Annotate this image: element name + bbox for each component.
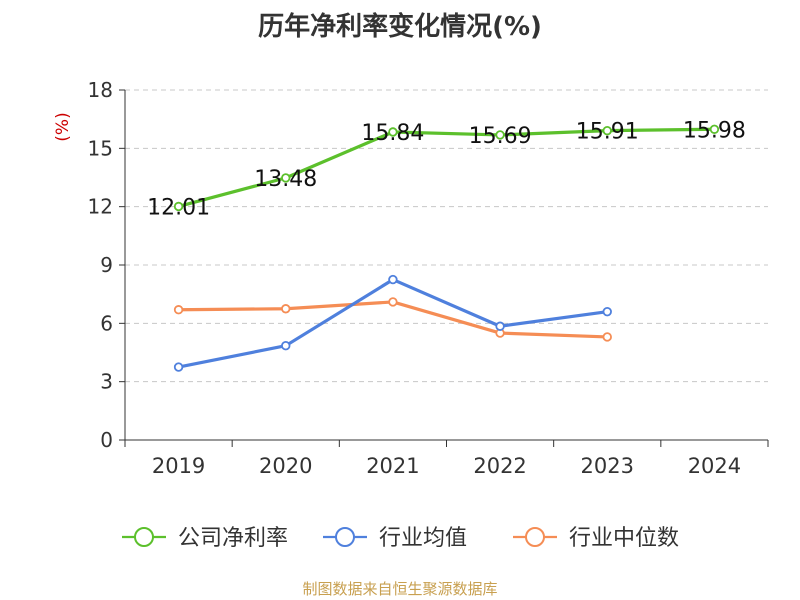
data-point <box>495 130 505 140</box>
legend-swatch-marker <box>335 527 355 547</box>
series-line <box>176 127 717 209</box>
x-tick-label: 2019 <box>152 454 205 478</box>
y-tick-label: 6 <box>100 311 113 335</box>
data-point <box>281 173 291 183</box>
y-tick-label: 9 <box>100 253 113 277</box>
data-label: 15.98 <box>683 118 746 143</box>
legend-swatch-marker <box>134 527 154 547</box>
data-point <box>602 332 612 342</box>
x-tick-label: 2022 <box>473 454 526 478</box>
x-tick-label: 2023 <box>581 454 634 478</box>
data-source-note: 制图数据来自恒生聚源数据库 <box>302 580 498 598</box>
data-point <box>281 304 291 314</box>
data-label: 12.01 <box>147 195 210 220</box>
data-label: 15.91 <box>576 120 639 145</box>
legend-label: 行业中位数 <box>569 526 679 551</box>
data-point <box>388 127 398 137</box>
data-point <box>281 340 291 351</box>
y-tick-label: 3 <box>100 370 113 394</box>
x-tick-label: 2024 <box>688 454 741 478</box>
legend-swatch-marker <box>525 527 545 547</box>
y-tick-label: 12 <box>88 195 113 219</box>
data-point <box>388 274 398 285</box>
y-tick-label: 18 <box>88 78 113 102</box>
data-point <box>709 124 720 134</box>
data-point <box>173 305 184 315</box>
data-label: 15.84 <box>361 121 424 146</box>
x-tick-label: 2021 <box>366 454 419 478</box>
chart-title: 历年净利率变化情况(%) <box>258 12 542 42</box>
legend-label: 行业均值 <box>379 526 467 551</box>
x-tick-label: 2020 <box>259 454 312 478</box>
data-point <box>495 321 505 331</box>
data-label: 13.48 <box>254 167 317 192</box>
y-tick-label: 0 <box>100 428 113 452</box>
legend-label: 公司净利率 <box>178 526 288 551</box>
data-label: 15.69 <box>469 124 532 149</box>
data-point <box>602 125 612 136</box>
data-point <box>173 201 184 212</box>
data-point <box>388 297 398 307</box>
data-point <box>602 306 612 317</box>
y-axis-unit-label: (%) <box>53 112 73 141</box>
data-point <box>173 362 184 372</box>
y-tick-label: 15 <box>88 136 113 160</box>
